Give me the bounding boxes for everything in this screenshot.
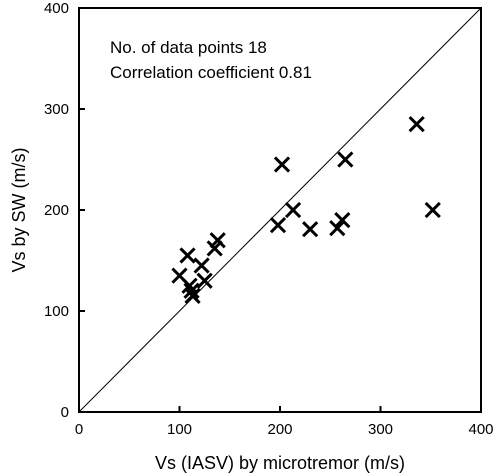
y-tick-label: 0 xyxy=(61,404,69,421)
annotation-data-points: No. of data points 18 xyxy=(110,38,267,57)
x-tick-label: 200 xyxy=(267,421,292,438)
data-point-x-marker xyxy=(209,232,226,249)
data-points xyxy=(171,116,441,304)
data-point-x-marker xyxy=(337,151,354,168)
annotation-correlation: Correlation coefficient 0.81 xyxy=(110,63,312,82)
y-tick-label: 400 xyxy=(44,0,69,17)
data-point-x-marker xyxy=(302,221,319,238)
y-tick-label: 300 xyxy=(44,101,69,118)
data-point-x-marker xyxy=(193,257,210,274)
data-point-x-marker xyxy=(424,201,441,219)
data-point-x-marker xyxy=(334,211,351,229)
y-axis-ticks: 0 100 200 300 400 xyxy=(44,0,85,421)
reference-line-y-equals-x xyxy=(78,7,482,413)
y-tick-label: 200 xyxy=(44,202,69,219)
x-tick-label: 400 xyxy=(468,421,493,438)
data-point-x-marker xyxy=(273,156,291,173)
data-point-x-marker xyxy=(269,217,287,234)
data-point-x-marker xyxy=(408,116,425,133)
data-point-x-marker xyxy=(329,220,346,237)
x-axis-label: Vs (IASV) by microtremor (m/s) xyxy=(155,453,405,473)
data-point-x-marker xyxy=(284,201,302,219)
data-point-x-marker xyxy=(196,272,213,289)
x-tick-label: 100 xyxy=(167,421,192,438)
y-axis-label: Vs by SW (m/s) xyxy=(9,148,29,273)
data-point-x-marker xyxy=(206,240,223,257)
data-point-x-marker xyxy=(184,287,201,304)
data-point-x-marker xyxy=(179,247,196,264)
x-tick-label: 300 xyxy=(368,421,393,438)
x-axis-ticks: 0 100 200 300 400 xyxy=(75,406,494,438)
x-tick-label: 0 xyxy=(75,421,83,438)
y-tick-label: 100 xyxy=(44,303,69,320)
